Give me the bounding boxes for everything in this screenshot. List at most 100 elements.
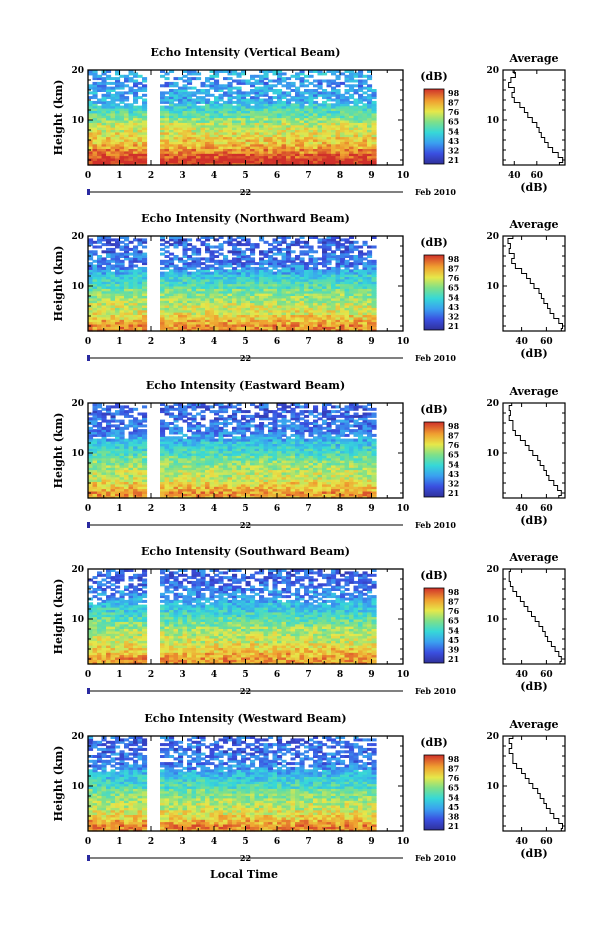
heatmap-cell: [268, 96, 274, 100]
heatmap-cell: [281, 117, 287, 121]
heatmap-cell: [322, 281, 328, 285]
heatmap-cell: [250, 281, 256, 285]
heatmap-cell: [169, 252, 175, 256]
heatmap-cell: [295, 108, 301, 111]
heatmap-cell: [299, 493, 305, 497]
heatmap-cell: [119, 309, 125, 313]
heatmap-cell: [236, 250, 242, 254]
heatmap-cell: [322, 274, 328, 277]
heatmap-cell: [92, 141, 98, 145]
heatmap-cell: [227, 297, 233, 301]
heatmap-cell: [268, 257, 274, 261]
heatmap-cell: [295, 312, 301, 315]
heatmap-cell: [115, 157, 121, 161]
heatmap-cell: [106, 131, 112, 135]
heatmap-cell: [362, 257, 368, 261]
heatmap-cell: [272, 321, 278, 325]
heatmap-cell: [115, 264, 121, 268]
heatmap-cell: [367, 490, 373, 494]
heatmap-cell: [335, 247, 341, 251]
heatmap-cell: [308, 493, 314, 497]
heatmap-cell: [88, 293, 94, 296]
heatmap-cell: [263, 481, 269, 485]
heatmap-cell: [268, 70, 274, 73]
heatmap-cell: [272, 483, 278, 487]
heatmap-cell: [272, 276, 278, 280]
heatmap-cell: [326, 481, 332, 485]
heatmap-cell: [313, 100, 319, 104]
heatmap-cell: [92, 84, 98, 88]
heatmap-cell: [164, 321, 170, 325]
heatmap-cell: [362, 300, 368, 304]
heatmap-cell: [367, 488, 373, 492]
heatmap-cell: [173, 138, 179, 142]
heatmap-cell: [160, 300, 166, 304]
heatmap-cell: [178, 77, 184, 81]
heatmap-cell: [236, 119, 242, 123]
heatmap-cell: [88, 257, 94, 261]
heatmap-cell: [263, 89, 269, 92]
heatmap-cell: [308, 293, 314, 296]
heatmap-cell: [268, 250, 274, 254]
heatmap-cell: [92, 288, 98, 292]
heatmap-cell: [268, 483, 274, 487]
heatmap-cell: [110, 138, 116, 142]
heatmap-cell: [97, 304, 103, 308]
heatmap-cell: [286, 138, 292, 142]
heatmap-cell: [317, 240, 323, 244]
heatmap-cell: [160, 100, 166, 104]
heatmap-cell: [245, 281, 251, 285]
heatmap-cell: [92, 148, 98, 152]
heatmap-cell: [254, 309, 260, 313]
heatmap-cell: [353, 323, 359, 327]
heatmap-cell: [92, 269, 98, 273]
heatmap-cell: [367, 162, 373, 166]
heatmap-cell: [214, 314, 220, 318]
heatmap-cell: [160, 483, 166, 487]
heatmap-cell: [367, 143, 373, 147]
heatmap-cell: [317, 141, 323, 145]
heatmap-cell: [115, 314, 121, 318]
heatmap-cell: [371, 103, 377, 107]
heatmap-cell: [241, 96, 247, 100]
heatmap-cell: [137, 326, 143, 330]
heatmap-cell: [362, 328, 368, 332]
heatmap-cell: [110, 259, 116, 263]
heatmap-cell: [97, 486, 103, 490]
heatmap-cell: [259, 86, 265, 90]
heatmap-cell: [205, 264, 211, 268]
heatmap-cell: [196, 323, 202, 327]
heatmap-cell: [344, 250, 350, 254]
heatmap-cell: [196, 150, 202, 154]
heatmap-cell: [101, 155, 107, 159]
colorbar-tick-label: 54: [448, 126, 460, 136]
heatmap-cell: [173, 314, 179, 318]
heatmap-cell: [308, 136, 314, 140]
heatmap-cell: [304, 326, 310, 330]
heatmap-cell: [137, 105, 143, 109]
heatmap-cell: [110, 122, 116, 126]
heatmap-cell: [97, 264, 103, 268]
heatmap-cell: [124, 141, 130, 145]
heatmap-cell: [263, 81, 269, 85]
heatmap-cell: [241, 93, 247, 97]
heatmap-cell: [358, 314, 364, 318]
heatmap-cell: [164, 255, 170, 258]
heatmap-cell: [178, 150, 184, 154]
heatmap-cell: [308, 271, 314, 275]
heatmap-cell: [119, 122, 125, 126]
heatmap-cell: [218, 319, 224, 323]
heatmap-cell: [313, 283, 319, 287]
heatmap-cell: [254, 271, 260, 275]
heatmap-cell: [106, 124, 112, 128]
heatmap-cell: [313, 115, 319, 119]
heatmap-cell: [119, 148, 125, 152]
heatmap-cell: [304, 91, 310, 95]
heatmap-cell: [182, 266, 188, 270]
heatmap-cell: [191, 157, 197, 161]
heatmap-cell: [110, 271, 116, 275]
heatmap-cell: [349, 271, 355, 275]
heatmap-cell: [290, 141, 296, 145]
average-x-label: (dB): [520, 181, 547, 194]
heatmap-cell: [164, 290, 170, 294]
